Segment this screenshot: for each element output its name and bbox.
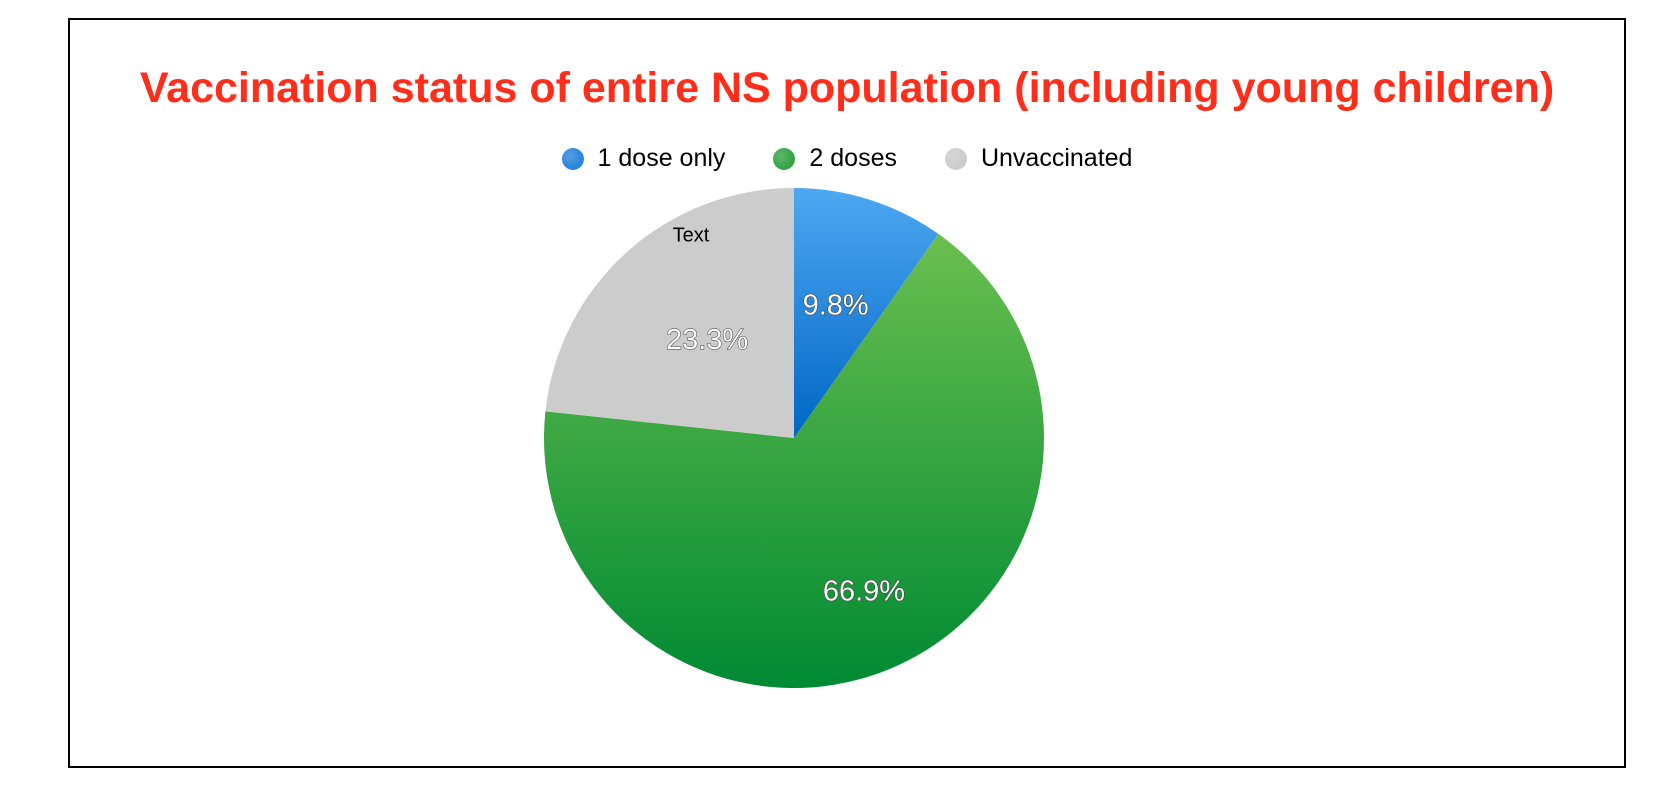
legend-item-1-dose-only: 1 dose only [561, 144, 726, 173]
chart-title: Vaccination status of entire NS populati… [139, 64, 1555, 112]
legend-label-2-doses: 2 doses [809, 144, 897, 172]
pie-label-unvaccinated: 23.3% [666, 324, 748, 356]
pie-slice-1-dose-only [794, 188, 939, 438]
chart-legend: 1 dose only 2 doses Unvaccinated [70, 144, 1624, 173]
legend-item-2-doses: 2 doses [773, 144, 897, 173]
chart-frame: Vaccination status of entire NS populati… [68, 18, 1626, 768]
legend-label-1-dose-only: 1 dose only [597, 144, 726, 172]
legend-swatch-unvaccinated [944, 147, 967, 170]
legend-swatch-2-doses [773, 147, 796, 170]
pie-slice-unvaccinated [545, 188, 794, 438]
legend-swatch-1-dose-only [561, 147, 584, 170]
legend-item-unvaccinated: Unvaccinated [944, 144, 1133, 173]
chart-annotation: Text [673, 224, 710, 246]
pie-label-1-dose-only: 9.8% [803, 290, 869, 322]
pie-label-2-doses: 66.9% [823, 576, 905, 608]
legend-label-unvaccinated: Unvaccinated [980, 144, 1133, 172]
pie-chart: 9.8% 66.9% 23.3% Text [544, 188, 1044, 688]
pie-slice-2-doses [544, 233, 1044, 688]
